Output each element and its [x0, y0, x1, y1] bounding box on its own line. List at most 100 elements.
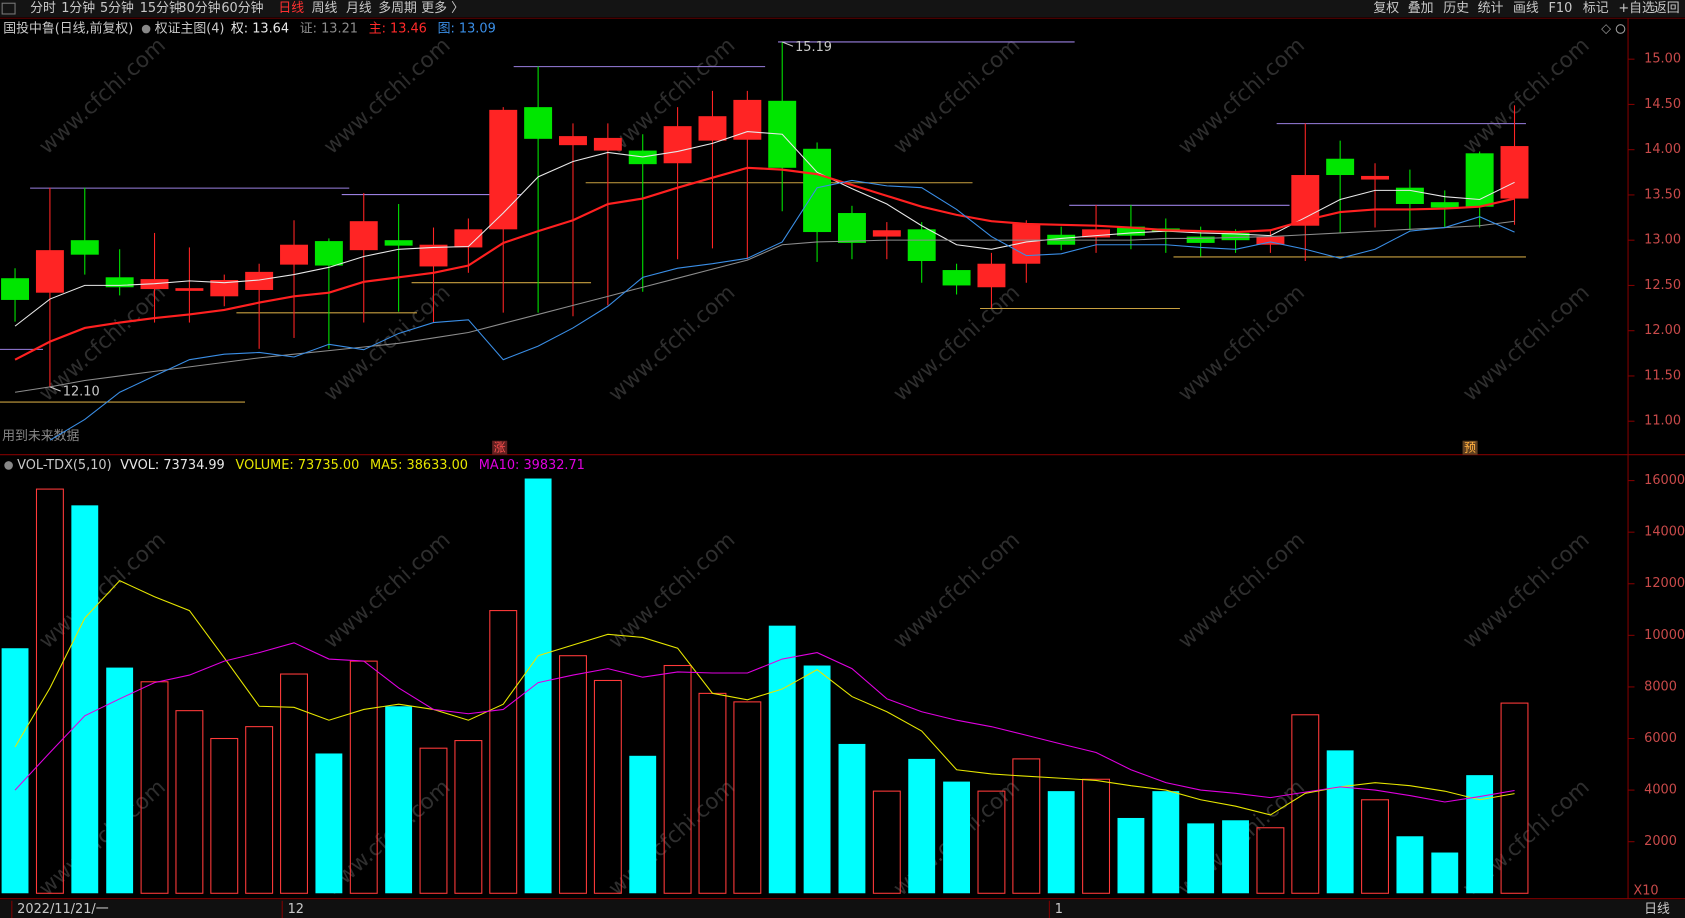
circle-icon[interactable]: [1615, 24, 1626, 34]
candle-body: [977, 263, 1006, 288]
volume-bar: [943, 781, 971, 894]
candle-body: [872, 230, 901, 237]
header-value: 权: 13.64: [231, 21, 289, 37]
candle-body: [105, 277, 134, 288]
x-tick-label: 1: [1055, 902, 1063, 917]
toolbar-item[interactable]: 多周期: [378, 1, 417, 16]
y-tick-label: 13.00: [1644, 233, 1681, 248]
chart-title: VOL-TDX(5,10): [17, 458, 111, 473]
y-tick-label: 14000: [1644, 525, 1685, 540]
toolbar-item[interactable]: 历史: [1443, 1, 1469, 16]
diamond-icon[interactable]: ◇: [1601, 22, 1611, 37]
volume-bar: [1500, 702, 1529, 894]
toolbar-item[interactable]: 更多 〉: [421, 1, 464, 16]
y-tick-label: 14.00: [1644, 142, 1681, 157]
volume-bar: [419, 747, 448, 894]
volume-bar: [768, 625, 796, 894]
y-tick-label: 4000: [1644, 783, 1677, 798]
y-tick-label: 11.50: [1644, 368, 1681, 383]
candle-body: [175, 288, 204, 291]
header-value: 主: 13.46: [369, 22, 427, 37]
toolbar-item[interactable]: 叠加: [1408, 1, 1434, 16]
toolbar-item[interactable]: 日线: [278, 1, 304, 16]
toolbar-item[interactable]: 标记: [1583, 1, 1609, 16]
volume-bar: [1082, 778, 1111, 894]
indicator-line: [14, 220, 1515, 393]
volume-bar: [838, 743, 866, 894]
toolbar-item[interactable]: +自选: [1618, 1, 1655, 16]
volume-bar: [106, 667, 134, 894]
candle-body: [349, 221, 378, 251]
candle-body: [384, 240, 413, 246]
volume-bar: [872, 790, 901, 894]
candle-body: [663, 126, 692, 164]
candle-body: [907, 229, 936, 262]
toolbar-item[interactable]: 统计: [1478, 1, 1504, 16]
toolbar-item[interactable]: 月线: [346, 1, 372, 16]
menu-icon[interactable]: [1, 2, 16, 15]
indicator-line: [14, 642, 1515, 803]
toolbar-item[interactable]: 30分钟: [178, 0, 220, 16]
y-tick-label: 12.00: [1644, 323, 1681, 338]
volume-bar: [803, 665, 831, 894]
period-label[interactable]: 日线: [1644, 902, 1670, 917]
candle-body: [837, 213, 866, 243]
y-tick-label: 11.00: [1644, 414, 1681, 429]
candle-body: [210, 280, 239, 297]
volume-bar: [175, 710, 204, 894]
volume-bar: [1431, 852, 1459, 894]
candle-body: [35, 250, 64, 293]
volume-bar: [593, 679, 622, 894]
candle-body: [1430, 202, 1459, 208]
volume-bar: [1326, 750, 1354, 894]
indicator-line: [14, 131, 1515, 327]
annotation-pointer: [782, 41, 794, 47]
volume-bar: [1152, 791, 1180, 894]
rise-marker: 涨: [494, 441, 506, 455]
toolbar: [0, 0, 1685, 18]
candle-body: [245, 271, 274, 290]
candle-body: [1186, 236, 1215, 243]
toolbar-item[interactable]: 分时: [30, 1, 56, 16]
y-tick-label: 12.50: [1644, 278, 1681, 293]
unit-label: X10: [1633, 884, 1658, 899]
toolbar-item[interactable]: 60分钟: [221, 0, 263, 16]
candle-body: [1256, 236, 1285, 245]
indicator-icon: [4, 461, 13, 470]
candle-body: [593, 137, 622, 151]
marker-box: [1462, 440, 1478, 455]
volume-bar: [524, 478, 552, 894]
indicator-line: [49, 179, 1515, 441]
toolbar-item[interactable]: F10: [1549, 1, 1573, 16]
header-value: 证: 13.21: [300, 22, 358, 37]
y-tick-label: 16000: [1644, 473, 1685, 488]
candle-body: [1500, 146, 1529, 199]
toolbar-item[interactable]: 周线: [312, 1, 338, 16]
toolbar-item[interactable]: 5分钟: [100, 0, 134, 16]
indicator-name: 权证主图(4): [155, 21, 225, 37]
y-tick-label: 8000: [1644, 679, 1677, 694]
toolbar-item[interactable]: 复权: [1373, 0, 1399, 16]
toolbar-item[interactable]: 返回: [1654, 1, 1680, 16]
y-tick-label: 12000: [1644, 576, 1685, 591]
candle-body: [419, 244, 448, 267]
toolbar-item[interactable]: 15分钟: [140, 0, 182, 16]
volume-bar: [1222, 820, 1249, 894]
candle-body: [942, 270, 971, 286]
volume-bar: [454, 740, 483, 894]
indicator-icon: [141, 24, 151, 34]
y-tick-label: 10000: [1644, 628, 1685, 643]
header-value: MA10: 39832.71: [479, 458, 585, 473]
candle-body: [524, 107, 553, 139]
volume-bar: [1047, 791, 1075, 894]
y-tick-label: 2000: [1644, 834, 1677, 849]
annotation: 15.19: [795, 40, 832, 55]
candle-body: [1082, 229, 1111, 238]
toolbar-item[interactable]: 1分钟: [61, 0, 95, 16]
reference-lines: [0, 41, 1526, 403]
toolbar-item[interactable]: 画线: [1513, 1, 1539, 16]
annotation: 12.10: [63, 385, 100, 400]
volume-bar: [559, 655, 587, 894]
